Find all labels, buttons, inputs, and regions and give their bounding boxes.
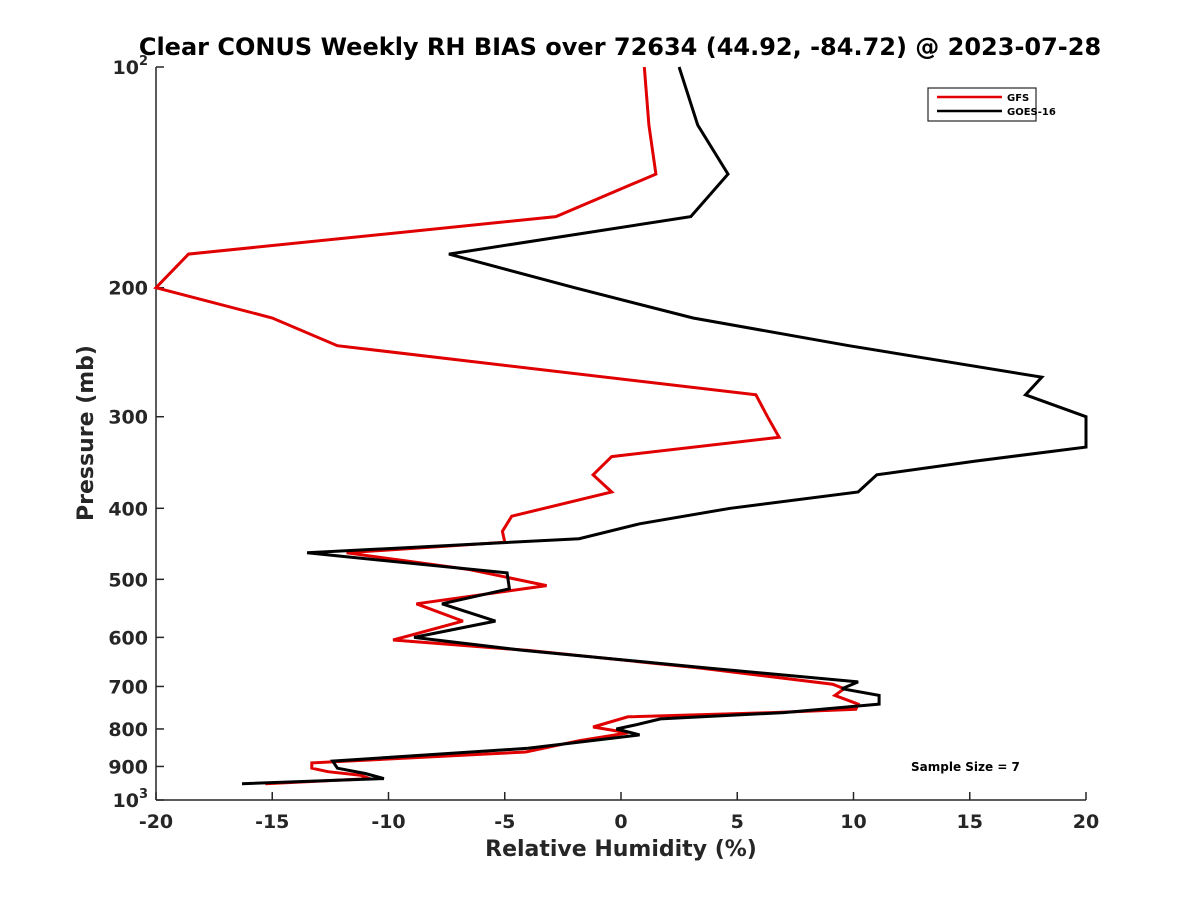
series-lines (153, 66, 1088, 786)
x-tick-label: 10 (840, 811, 866, 833)
x-tick-label: -10 (371, 811, 405, 833)
x-tick-label: 20 (1073, 811, 1099, 833)
legend-label-gfs: GFS (1007, 93, 1029, 104)
y-axis-label: Pressure (mb) (74, 345, 99, 521)
sample-size-annotation: Sample Size = 7 (911, 760, 1020, 774)
x-tick-label: -15 (255, 811, 289, 833)
legend-box (927, 87, 1037, 122)
y-tick-label: 700 (108, 676, 148, 698)
y-tick-label: 400 (108, 498, 148, 520)
x-tick-label: 15 (957, 811, 983, 833)
y-tick-label: 600 (108, 627, 148, 649)
y-tick-label: 102 (113, 54, 149, 79)
x-tick-label: -5 (494, 811, 515, 833)
chart-title: Clear CONUS Weekly RH BIAS over 72634 (4… (139, 33, 1101, 61)
x-axis-ticks: -20 -15 -10 -5 0 5 10 15 20 (139, 792, 1099, 833)
legend: GFS GOES-16 (927, 87, 1056, 122)
x-tick-label: 0 (614, 811, 627, 833)
y-tick-label: 800 (108, 719, 148, 741)
x-tick-label: -20 (139, 811, 173, 833)
y-tick-exponent: 2 (139, 54, 148, 69)
y-tick-base: 10 (113, 790, 139, 812)
y-tick-label: 500 (108, 569, 148, 591)
y-tick-base: 10 (113, 57, 139, 79)
legend-label-goes16: GOES-16 (1007, 107, 1056, 118)
y-tick-label: 103 (113, 787, 149, 812)
y-tick-exponent: 3 (139, 787, 148, 802)
series-line-goes16 (241, 66, 1088, 786)
y-tick-label: 300 (108, 407, 148, 429)
x-axis-label: Relative Humidity (%) (485, 837, 757, 862)
x-tick-label: 5 (731, 811, 744, 833)
y-tick-label: 900 (108, 756, 148, 778)
y-tick-label: 200 (108, 278, 148, 300)
